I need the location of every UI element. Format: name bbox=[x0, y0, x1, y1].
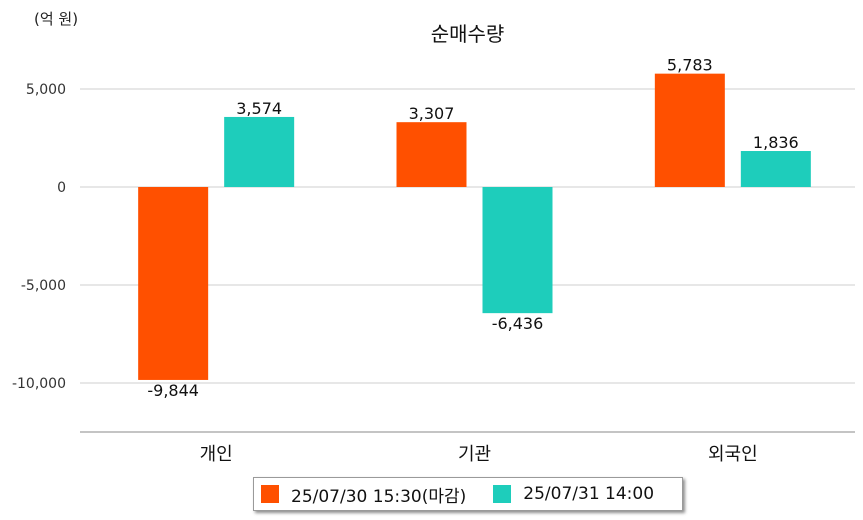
x-tick-label: 외국인 bbox=[708, 444, 758, 465]
unit-label: (억 원) bbox=[34, 10, 79, 28]
y-tick-label: -5,000 bbox=[21, 278, 66, 294]
data-label: 3,307 bbox=[409, 104, 455, 123]
data-label: 1,836 bbox=[753, 133, 799, 152]
data-label: 5,783 bbox=[667, 56, 713, 75]
bar bbox=[396, 122, 467, 187]
legend-label-series-2: 25/07/31 14:00 bbox=[523, 484, 655, 504]
bar bbox=[138, 187, 209, 380]
y-tick-label: 5,000 bbox=[26, 82, 66, 98]
chart-title: 순매수량 bbox=[430, 22, 505, 46]
x-tick-label: 기관 bbox=[458, 444, 491, 465]
bar bbox=[654, 73, 725, 187]
bar bbox=[740, 151, 811, 187]
legend-swatch-series-2 bbox=[493, 485, 512, 503]
y-tick-label: -10,000 bbox=[12, 376, 66, 392]
data-label: -9,844 bbox=[147, 381, 199, 400]
legend-item-series-2[interactable]: 25/07/31 14:00 bbox=[493, 484, 654, 504]
bar bbox=[224, 116, 295, 187]
data-label: -6,436 bbox=[492, 314, 544, 333]
x-tick-label: 개인 bbox=[200, 444, 233, 465]
data-label: 3,574 bbox=[236, 99, 282, 118]
legend-swatch-series-1 bbox=[261, 485, 279, 503]
legend: 25/07/30 15:30(마감) 25/07/31 14:00 bbox=[253, 477, 683, 511]
legend-label-series-1: 25/07/30 15:30(마감) bbox=[291, 486, 467, 507]
legend-item-series-1[interactable]: 25/07/30 15:30(마감) bbox=[261, 482, 466, 507]
bar bbox=[482, 187, 553, 314]
y-tick-label: 0 bbox=[57, 180, 66, 196]
